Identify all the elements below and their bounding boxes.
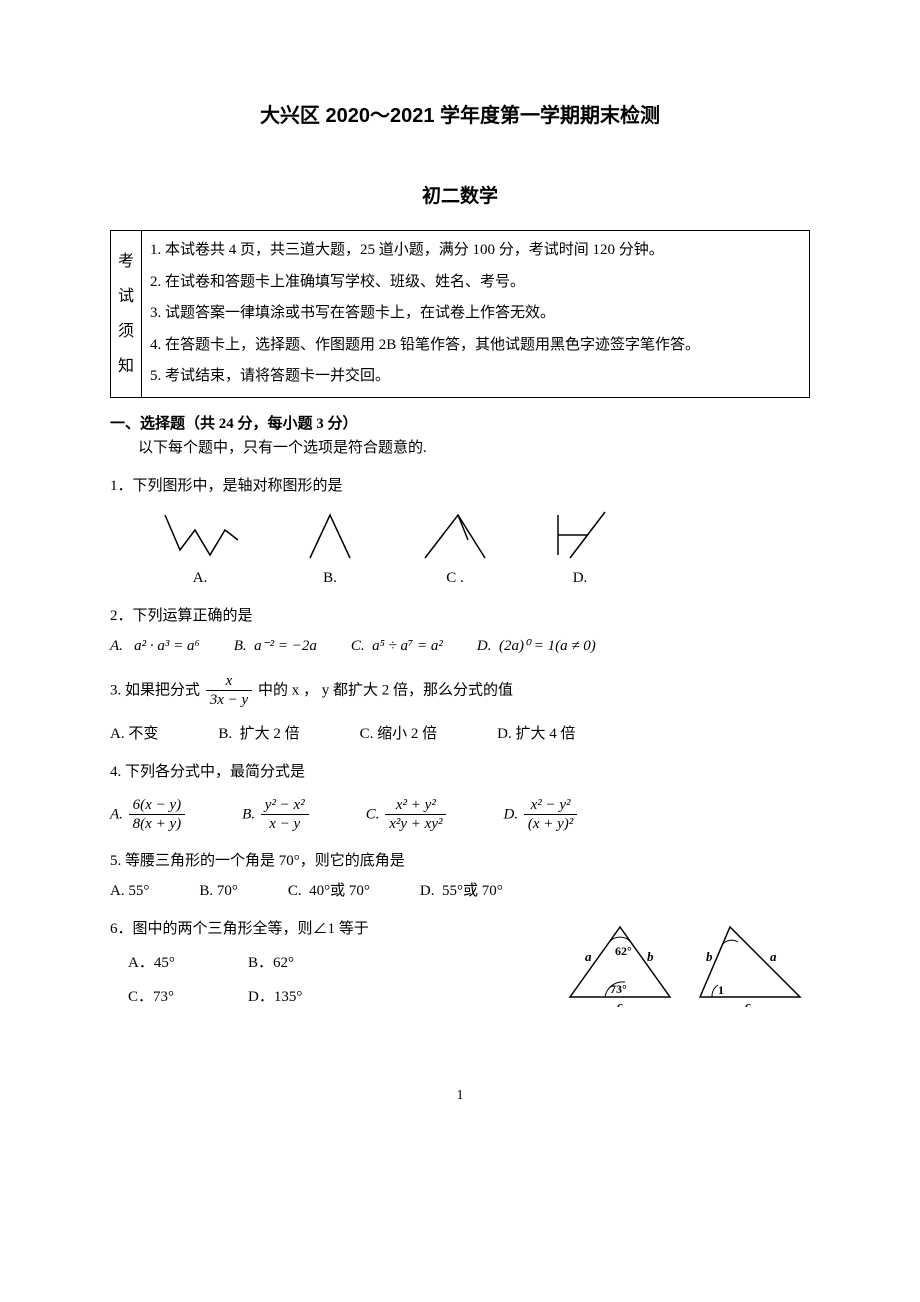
option-a: A. 不变 xyxy=(110,722,158,746)
svg-text:a: a xyxy=(585,949,592,964)
instruction-item: 5. 考试结束，请将答题卡一并交回。 xyxy=(150,361,801,393)
question-5: 5. 等腰三角形的一个角是 70°，则它的底角是 A. 55° B. 70° C… xyxy=(110,849,810,903)
svg-text:1: 1 xyxy=(718,983,724,997)
option-b: B. 扩大 2 倍 xyxy=(218,722,299,746)
question-text: 6．图中的两个三角形全等，则∠1 等于 xyxy=(110,917,530,941)
option-b: B. 70° xyxy=(199,879,238,903)
page-number: 1 xyxy=(110,1085,810,1107)
q1-option-b: B. xyxy=(300,510,360,590)
option-d: D．135° xyxy=(248,985,368,1009)
option-b: B. a⁻² = −2a xyxy=(234,634,317,658)
instruction-item: 2. 在试卷和答题卡上准确填写学校、班级、姓名、考号。 xyxy=(150,267,801,299)
svg-text:c: c xyxy=(617,998,623,1007)
option-label: C . xyxy=(420,566,490,590)
option-c: C．73° xyxy=(128,985,248,1009)
option-c: C. a⁵ ÷ a⁷ = a² xyxy=(351,634,443,658)
svg-text:c: c xyxy=(745,998,751,1007)
option-d: D. 55°或 70° xyxy=(420,879,503,903)
question-3: 3. 如果把分式 x 3x − y 中的 x ， y 都扩大 2 倍，那么分式的… xyxy=(110,672,810,747)
option-a: A. a² · a³ = a⁶ xyxy=(110,634,200,658)
section-header: 一、选择题（共 24 分，每小题 3 分） xyxy=(110,412,810,436)
q6-figures: 62° 73° a b c b a c 1 xyxy=(560,917,810,1015)
shape-h-slash-icon xyxy=(550,510,610,560)
option-b: B. y² − x²x − y xyxy=(242,796,311,835)
question-4: 4. 下列各分式中，最简分式是 A. 6(x − y)8(x + y) B. y… xyxy=(110,760,810,835)
svg-text:62°: 62° xyxy=(615,944,632,958)
option-a: A. 55° xyxy=(110,879,149,903)
option-d: D. x² − y²(x + y)² xyxy=(503,796,579,835)
shape-asym-caret-icon xyxy=(420,510,490,560)
question-text: 4. 下列各分式中，最简分式是 xyxy=(110,760,810,784)
option-d: D. (2a)⁰ = 1(a ≠ 0) xyxy=(477,634,596,658)
question-6: 6．图中的两个三角形全等，则∠1 等于 A．45° B．62° C．73° D．… xyxy=(110,917,810,1015)
page-title: 大兴区 2020～2021 学年度第一学期期末检测 xyxy=(110,100,810,132)
instruction-item: 4. 在答题卡上，选择题、作图题用 2B 铅笔作答，其他试题用黑色字迹签字笔作答… xyxy=(150,330,801,362)
option-a: A. 6(x − y)8(x + y) xyxy=(110,796,187,835)
question-text: 1．下列图形中，是轴对称图形的是 xyxy=(110,474,810,498)
instruction-item: 1. 本试卷共 4 页，共三道大题，25 道小题，满分 100 分，考试时间 1… xyxy=(150,235,801,267)
option-label: A. xyxy=(160,566,240,590)
svg-text:a: a xyxy=(770,949,777,964)
option-c: C. 缩小 2 倍 xyxy=(360,722,438,746)
option-d: D. 扩大 4 倍 xyxy=(497,722,575,746)
svg-text:73°: 73° xyxy=(610,982,627,996)
section-note: 以下每个题中，只有一个选项是符合题意的. xyxy=(138,436,810,460)
question-text: 2．下列运算正确的是 xyxy=(110,604,810,628)
option-label: B. xyxy=(300,566,360,590)
triangle-figure-icon: 62° 73° a b c b a c 1 xyxy=(560,917,810,1007)
question-2: 2．下列运算正确的是 A. a² · a³ = a⁶ B. a⁻² = −2a … xyxy=(110,604,810,658)
option-c: C. x² + y²x²y + xy² xyxy=(366,796,449,835)
svg-text:b: b xyxy=(706,949,713,964)
option-b: B．62° xyxy=(248,951,368,975)
question-text: 5. 等腰三角形的一个角是 70°，则它的底角是 xyxy=(110,849,810,873)
q1-option-c: C . xyxy=(420,510,490,590)
option-a: A．45° xyxy=(128,951,248,975)
q1-option-d: D. xyxy=(550,510,610,590)
svg-text:b: b xyxy=(647,949,654,964)
instruction-content: 1. 本试卷共 4 页，共三道大题，25 道小题，满分 100 分，考试时间 1… xyxy=(142,231,810,398)
shape-zigzag-icon xyxy=(160,510,240,560)
page-subtitle: 初二数学 xyxy=(110,182,810,212)
instruction-label: 考试须知 xyxy=(111,231,142,398)
instruction-box: 考试须知 1. 本试卷共 4 页，共三道大题，25 道小题，满分 100 分，考… xyxy=(110,230,810,398)
q1-option-a: A. xyxy=(160,510,240,590)
instruction-item: 3. 试题答案一律填涂或书写在答题卡上，在试卷上作答无效。 xyxy=(150,298,801,330)
question-1: 1．下列图形中，是轴对称图形的是 A. B. C . xyxy=(110,474,810,590)
question-text: 3. 如果把分式 x 3x − y 中的 x ， y 都扩大 2 倍，那么分式的… xyxy=(110,672,810,711)
option-c: C. 40°或 70° xyxy=(288,879,370,903)
option-label: D. xyxy=(550,566,610,590)
shape-caret-icon xyxy=(300,510,360,560)
